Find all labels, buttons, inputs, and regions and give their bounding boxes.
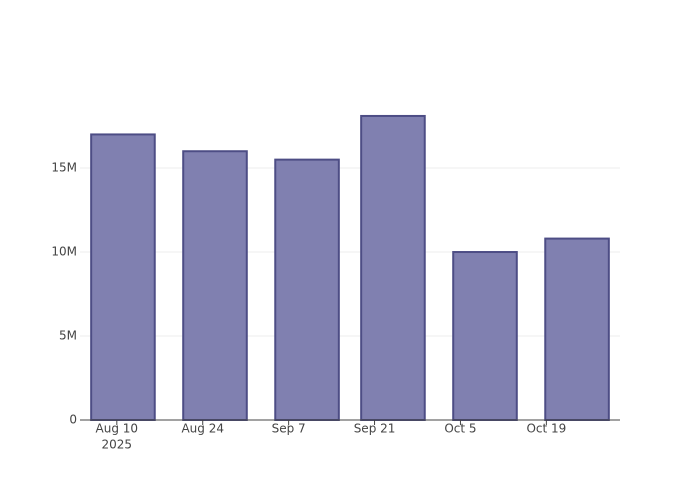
y-tick-label: 10M — [51, 245, 77, 259]
bar — [182, 150, 248, 422]
y-tick-label: 15M — [51, 161, 77, 175]
bar — [360, 114, 426, 421]
y-tick-label: 0 — [69, 413, 77, 427]
x-tick-label: Aug 24 — [181, 422, 224, 436]
x-tick-label: Oct 5 — [444, 422, 476, 436]
bar — [274, 158, 340, 422]
bar — [452, 251, 518, 421]
y-tick-label: 5M — [59, 329, 77, 343]
x-tick-label: Sep 7 — [272, 422, 306, 436]
bar — [544, 237, 610, 421]
bar — [90, 133, 156, 421]
x-tick-label: Sep 21 — [354, 422, 396, 436]
x-tick-label: Oct 19 — [526, 422, 566, 436]
x-tick-label: Aug 10 — [96, 422, 139, 436]
x-tick-sublabel: 2025 — [102, 438, 133, 452]
